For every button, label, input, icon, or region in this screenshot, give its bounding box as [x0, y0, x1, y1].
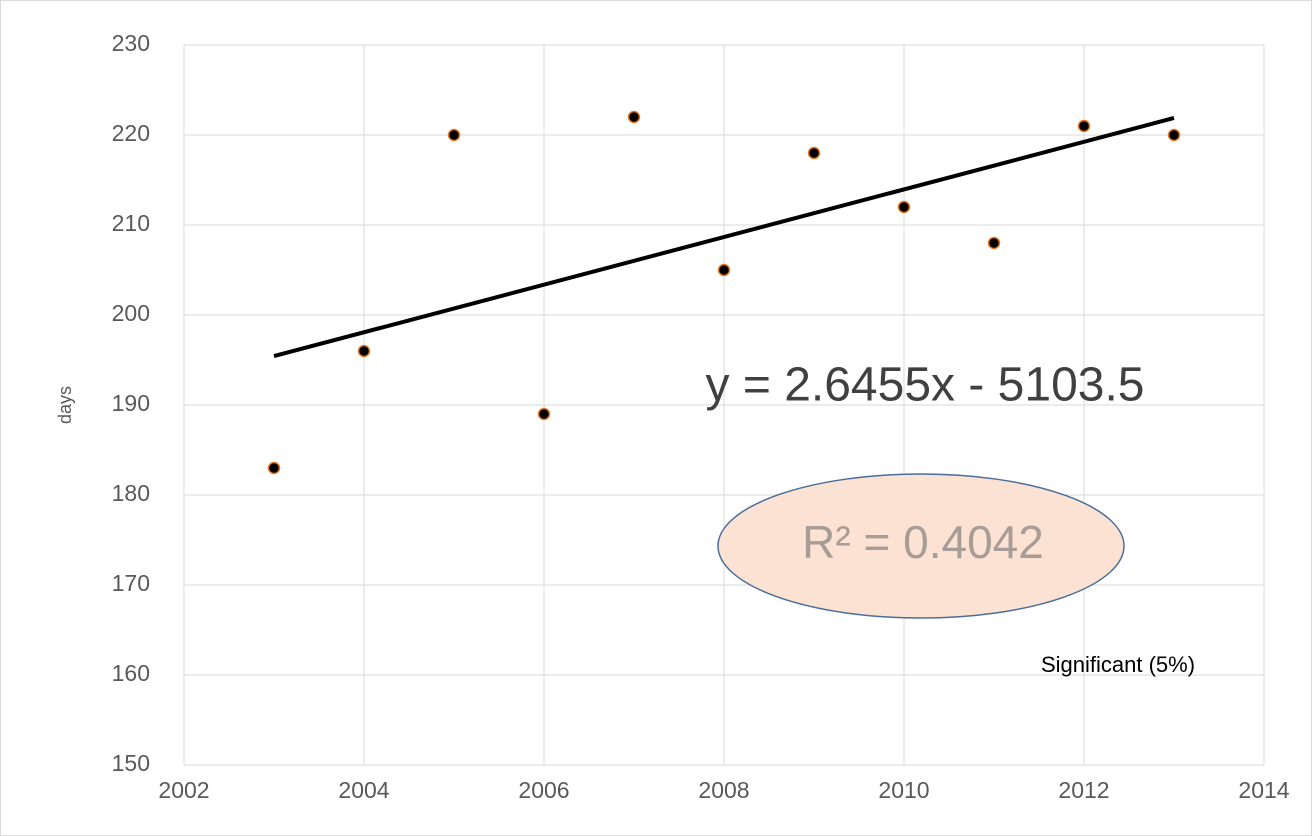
- grid: 150 160 170 180 190 200 210 220 230 2002 2004 2006 2…: [112, 30, 1290, 803]
- x-tick-label: 2008: [698, 777, 749, 803]
- y-tick-label: 190: [112, 390, 150, 416]
- y-tick-label: 210: [112, 210, 150, 236]
- y-tick-label: 180: [112, 480, 150, 506]
- x-tick-label: 2012: [1058, 777, 1109, 803]
- data-point: [1167, 128, 1181, 142]
- trendline: [273, 116, 1175, 359]
- data-point: [537, 407, 551, 421]
- marks: [267, 110, 1181, 475]
- y-tick-label: 160: [112, 660, 150, 686]
- y-axis-label: days: [55, 386, 75, 424]
- data-point: [987, 236, 1001, 250]
- x-tick-label: 2004: [338, 777, 389, 803]
- x-tick-label: 2002: [158, 777, 209, 803]
- x-tick-label: 2014: [1238, 777, 1289, 803]
- data-point: [627, 110, 641, 124]
- y-tick-label: 150: [112, 750, 150, 776]
- data-point: [267, 461, 281, 475]
- y-tick-label: 200: [112, 300, 150, 326]
- data-point: [1077, 119, 1091, 133]
- highlight-ellipse: [717, 473, 1125, 619]
- y-tick-label: 220: [112, 120, 150, 146]
- r-squared: R² = 0.4042: [802, 516, 1044, 568]
- data-point: [447, 128, 461, 142]
- y-tick-label: 230: [112, 30, 150, 56]
- equation: y = 2.6455x - 5103.5: [706, 359, 1145, 412]
- note: Significant (5%): [1041, 652, 1195, 677]
- data-point: [897, 200, 911, 214]
- data-point: [357, 344, 371, 358]
- data-point: [717, 263, 731, 277]
- x-tick-label: 2010: [878, 777, 929, 803]
- data-point: [807, 146, 821, 160]
- x-tick-label: 2006: [518, 777, 569, 803]
- y-tick-label: 170: [112, 570, 150, 596]
